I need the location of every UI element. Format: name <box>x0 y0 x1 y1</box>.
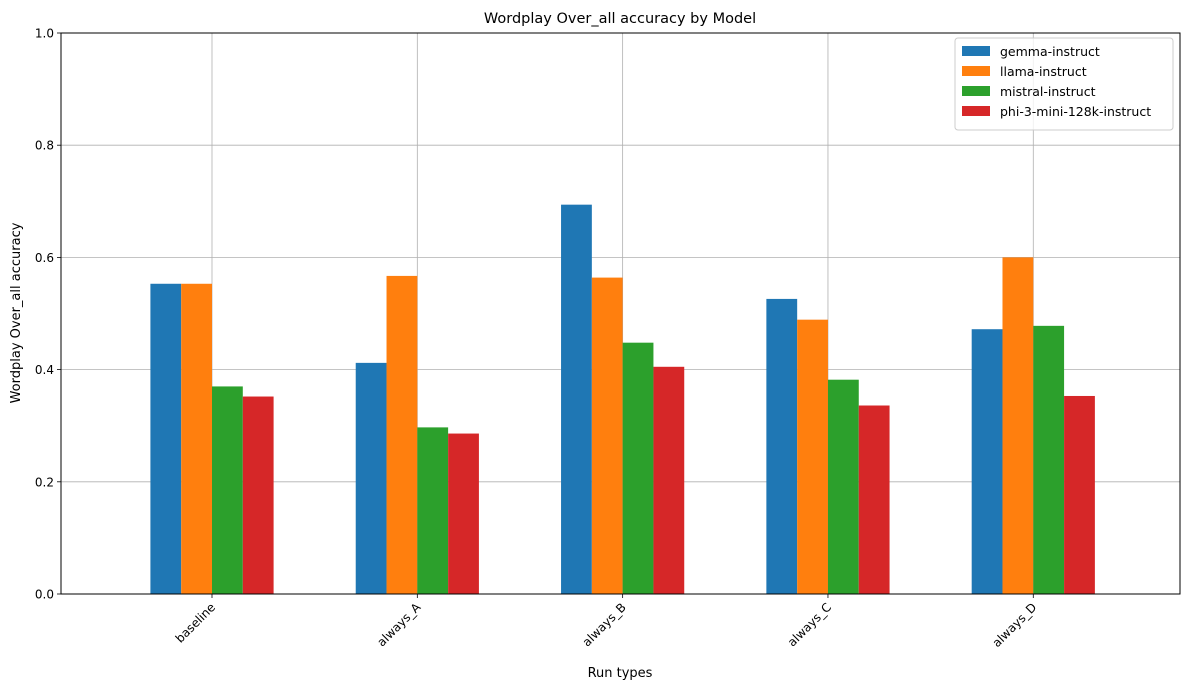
bar-gemma-instruct-always_D <box>971 329 1003 594</box>
y-tick-label: 1.0 <box>35 27 54 41</box>
bar-gemma-instruct-always_C <box>766 298 798 594</box>
chart-title: Wordplay Over_all accuracy by Model <box>484 11 756 27</box>
bar-llama-instruct-always_C <box>797 319 828 594</box>
bar-mistral-instruct-always_B <box>622 342 654 594</box>
bar-mistral-instruct-always_A <box>417 427 449 594</box>
y-axis-label: Wordplay Over_all accuracy <box>9 222 24 403</box>
y-tick-label: 0.2 <box>35 475 54 489</box>
legend-label: llama-instruct <box>1000 64 1087 79</box>
legend-label: gemma-instruct <box>1000 44 1100 59</box>
x-tick-label: always_A <box>374 600 424 650</box>
bar-gemma-instruct-always_B <box>561 204 592 594</box>
legend-swatch-gemma-instruct <box>962 46 990 56</box>
x-tick-label: always_D <box>990 600 1040 650</box>
x-axis-label: Run types <box>588 666 653 681</box>
y-tick-label: 0.4 <box>35 363 54 377</box>
legend: gemma-instruct llama-instruct mistral-inst… <box>954 37 1174 131</box>
bar-mistral-instruct-baseline <box>212 386 243 594</box>
bars-layer <box>150 204 1095 594</box>
bar-mistral-instruct-always_D <box>1033 325 1065 594</box>
y-tick-label: 0.0 <box>35 588 54 602</box>
x-tick-label: always_B <box>580 600 629 649</box>
legend-swatch-llama-instruct <box>962 66 990 76</box>
legend-swatch-phi-3-mini-128k-instruct <box>962 106 990 116</box>
y-tick-label: 0.8 <box>35 139 54 153</box>
bar-llama-instruct-always_B <box>591 277 623 594</box>
x-tick-label: baseline <box>173 600 218 645</box>
bar-llama-instruct-always_D <box>1002 257 1034 594</box>
x-tick-label: always_C <box>785 600 834 649</box>
bar-phi-3-mini-128k-instruct-always_B <box>653 366 685 594</box>
y-tick-label: 0.6 <box>35 251 54 265</box>
bar-phi-3-mini-128k-instruct-always_A <box>448 433 479 594</box>
plot-frame <box>60 32 1181 595</box>
legend-box <box>954 37 1174 131</box>
bar-gemma-instruct-baseline <box>150 283 182 594</box>
legend-label: mistral-instruct <box>1000 84 1096 99</box>
bar-phi-3-mini-128k-instruct-baseline <box>242 396 274 594</box>
bar-llama-instruct-baseline <box>181 283 212 594</box>
legend-label: phi-3-mini-128k-instruct <box>1000 104 1151 119</box>
legend-swatch-mistral-instruct <box>962 86 990 96</box>
bar-gemma-instruct-always_A <box>355 362 387 594</box>
bar-mistral-instruct-always_C <box>827 379 859 594</box>
bar-phi-3-mini-128k-instruct-always_D <box>1064 395 1095 594</box>
bar-llama-instruct-always_A <box>386 275 418 594</box>
bar-phi-3-mini-128k-instruct-always_C <box>858 405 890 594</box>
